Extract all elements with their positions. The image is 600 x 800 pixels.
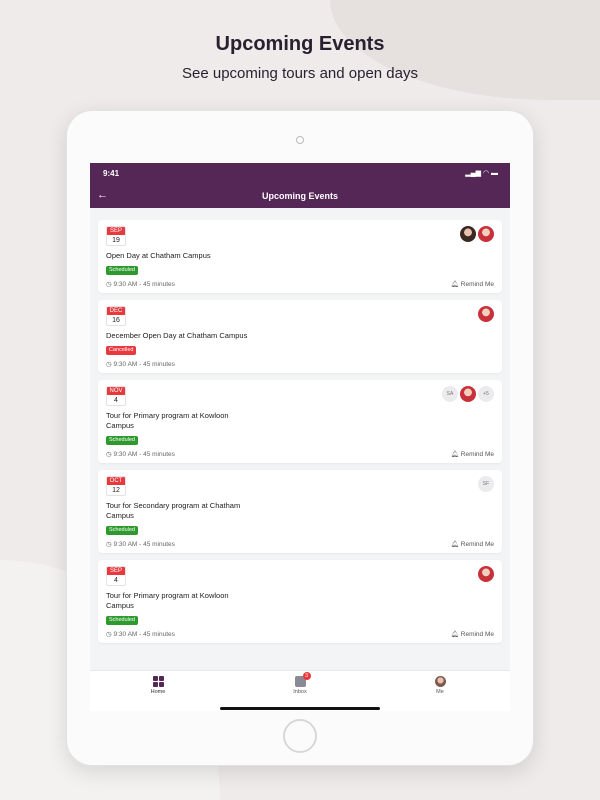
event-month: NOV — [107, 387, 125, 395]
event-day: 16 — [112, 317, 120, 324]
home-indicator — [220, 707, 380, 710]
event-time: ◷ 9:30 AM - 45 minutes — [106, 360, 175, 368]
tab-label: Me — [436, 689, 444, 695]
clock-icon: ◷ — [106, 541, 112, 548]
status-badge: Scheduled — [106, 616, 138, 625]
tab-label: Inbox — [293, 689, 307, 695]
event-title: Tour for Primary program at Kowloon Camp… — [106, 591, 229, 610]
event-card[interactable]: SEP 4 Tour for Primary program at Kowloon… — [98, 560, 502, 643]
attendee-avatar — [460, 226, 476, 242]
remind-me-button[interactable]: 🔔︎ Remind Me — [451, 630, 494, 638]
avatar-icon — [434, 676, 446, 687]
calendar-icon: OCT 12 — [106, 476, 126, 496]
clock-icon: ◷ — [106, 451, 112, 458]
event-title: December Open Day at Chatham Campus — [106, 331, 248, 340]
remind-me-button[interactable]: 🔔︎ Remind Me — [451, 280, 494, 288]
event-card[interactable]: NOV 4 SA +5 Tour for Primary program at Ko… — [98, 380, 502, 463]
app-bar: 9:41 ▂▄▆ ◠ ▬ ← Upcoming Events — [90, 163, 510, 208]
inbox-icon: 3 — [294, 672, 311, 687]
event-time-text: 9:30 AM - 45 minutes — [113, 361, 175, 368]
event-month: SEP — [107, 227, 125, 235]
tab-inbox[interactable]: 3 Inbox — [270, 672, 330, 695]
event-time-text: 9:30 AM - 45 minutes — [113, 281, 175, 288]
tab-bar: Home 3 Inbox Me — [90, 670, 510, 711]
clock-icon: ◷ — [106, 631, 112, 638]
event-title: Tour for Primary program at Kowloon Camp… — [106, 411, 229, 430]
attendees: SA +5 — [442, 386, 494, 402]
event-day: 4 — [114, 577, 118, 584]
clock-icon: ◷ — [106, 281, 112, 288]
status-badge: Scheduled — [106, 436, 138, 445]
status-badge: Cancelled — [106, 346, 137, 355]
tab-label: Home — [150, 689, 166, 695]
tab-me[interactable]: Me — [410, 676, 470, 695]
event-day: 19 — [112, 237, 120, 244]
attendees — [460, 226, 494, 242]
bell-icon: 🔔︎ — [450, 541, 459, 548]
remind-me-label: Remind Me — [460, 541, 494, 548]
event-day: 4 — [114, 397, 118, 404]
calendar-icon: SEP 19 — [106, 226, 126, 246]
event-time: ◷ 9:30 AM - 45 minutes — [106, 280, 175, 288]
attendee-avatar — [460, 386, 476, 402]
remind-me-button[interactable]: 🔔︎ Remind Me — [451, 540, 494, 548]
event-month: SEP — [107, 567, 125, 575]
camera-icon — [296, 136, 304, 144]
event-title: Open Day at Chatham Campus — [106, 251, 211, 260]
app-screen: 9:41 ▂▄▆ ◠ ▬ ← Upcoming Events SEP 19 Ope… — [90, 163, 510, 711]
event-time: ◷ 9:30 AM - 45 minutes — [106, 630, 175, 638]
event-title: Tour for Secondary program at Chatham Ca… — [106, 501, 241, 520]
event-day: 12 — [112, 487, 120, 494]
home-button — [283, 719, 317, 753]
remind-me-label: Remind Me — [460, 631, 494, 638]
bell-icon: 🔔︎ — [450, 281, 459, 288]
attendees — [478, 566, 494, 582]
arrow-left-icon[interactable]: ← — [97, 189, 108, 201]
status-time: 9:41 — [103, 169, 120, 178]
status-icons: ▂▄▆ ◠ ▬ — [465, 169, 498, 177]
attendee-initials: SF — [478, 476, 494, 492]
event-time-text: 9:30 AM - 45 minutes — [113, 451, 175, 458]
tab-home[interactable]: Home — [128, 676, 188, 695]
event-month: OCT — [107, 477, 125, 485]
attendees — [478, 306, 494, 322]
calendar-icon: SEP 4 — [106, 566, 126, 586]
event-time: ◷ 9:30 AM - 45 minutes — [106, 540, 175, 548]
grid-icon — [152, 676, 164, 687]
event-card[interactable]: SEP 19 Open Day at Chatham Campus Schedul… — [98, 220, 502, 293]
event-card[interactable]: DEC 16 December Open Day at Chatham Campu… — [98, 300, 502, 373]
event-month: DEC — [107, 307, 125, 315]
attendee-avatar — [478, 226, 494, 242]
attendee-initials: +5 — [478, 386, 494, 402]
calendar-icon: NOV 4 — [106, 386, 126, 406]
attendee-avatar — [478, 566, 494, 582]
battery-icon: ▬ — [491, 170, 498, 177]
attendee-avatar — [478, 306, 494, 322]
inbox-badge: 3 — [302, 672, 311, 680]
status-badge: Scheduled — [106, 266, 138, 275]
remind-me-button[interactable]: 🔔︎ Remind Me — [451, 450, 494, 458]
signal-icon: ▂▄▆ — [465, 170, 481, 177]
page-title: Upcoming Events — [261, 191, 338, 201]
status-badge: Scheduled — [106, 526, 138, 535]
attendees: SF — [478, 476, 494, 492]
remind-me-label: Remind Me — [460, 451, 494, 458]
event-time-text: 9:30 AM - 45 minutes — [113, 541, 175, 548]
bell-icon: 🔔︎ — [450, 451, 459, 458]
hero-subtitle: See upcoming tours and open days — [182, 65, 418, 82]
event-time-text: 9:30 AM - 45 minutes — [113, 631, 175, 638]
attendee-initials: SA — [442, 386, 458, 402]
event-card[interactable]: OCT 12 SF Tour for Secondary program at C… — [98, 470, 502, 553]
hero-title: Upcoming Events — [215, 33, 385, 55]
bell-icon: 🔔︎ — [450, 631, 459, 638]
event-time: ◷ 9:30 AM - 45 minutes — [106, 450, 175, 458]
calendar-icon: DEC 16 — [106, 306, 126, 326]
wifi-icon: ◠ — [482, 170, 490, 177]
remind-me-label: Remind Me — [460, 281, 494, 288]
clock-icon: ◷ — [106, 361, 112, 368]
